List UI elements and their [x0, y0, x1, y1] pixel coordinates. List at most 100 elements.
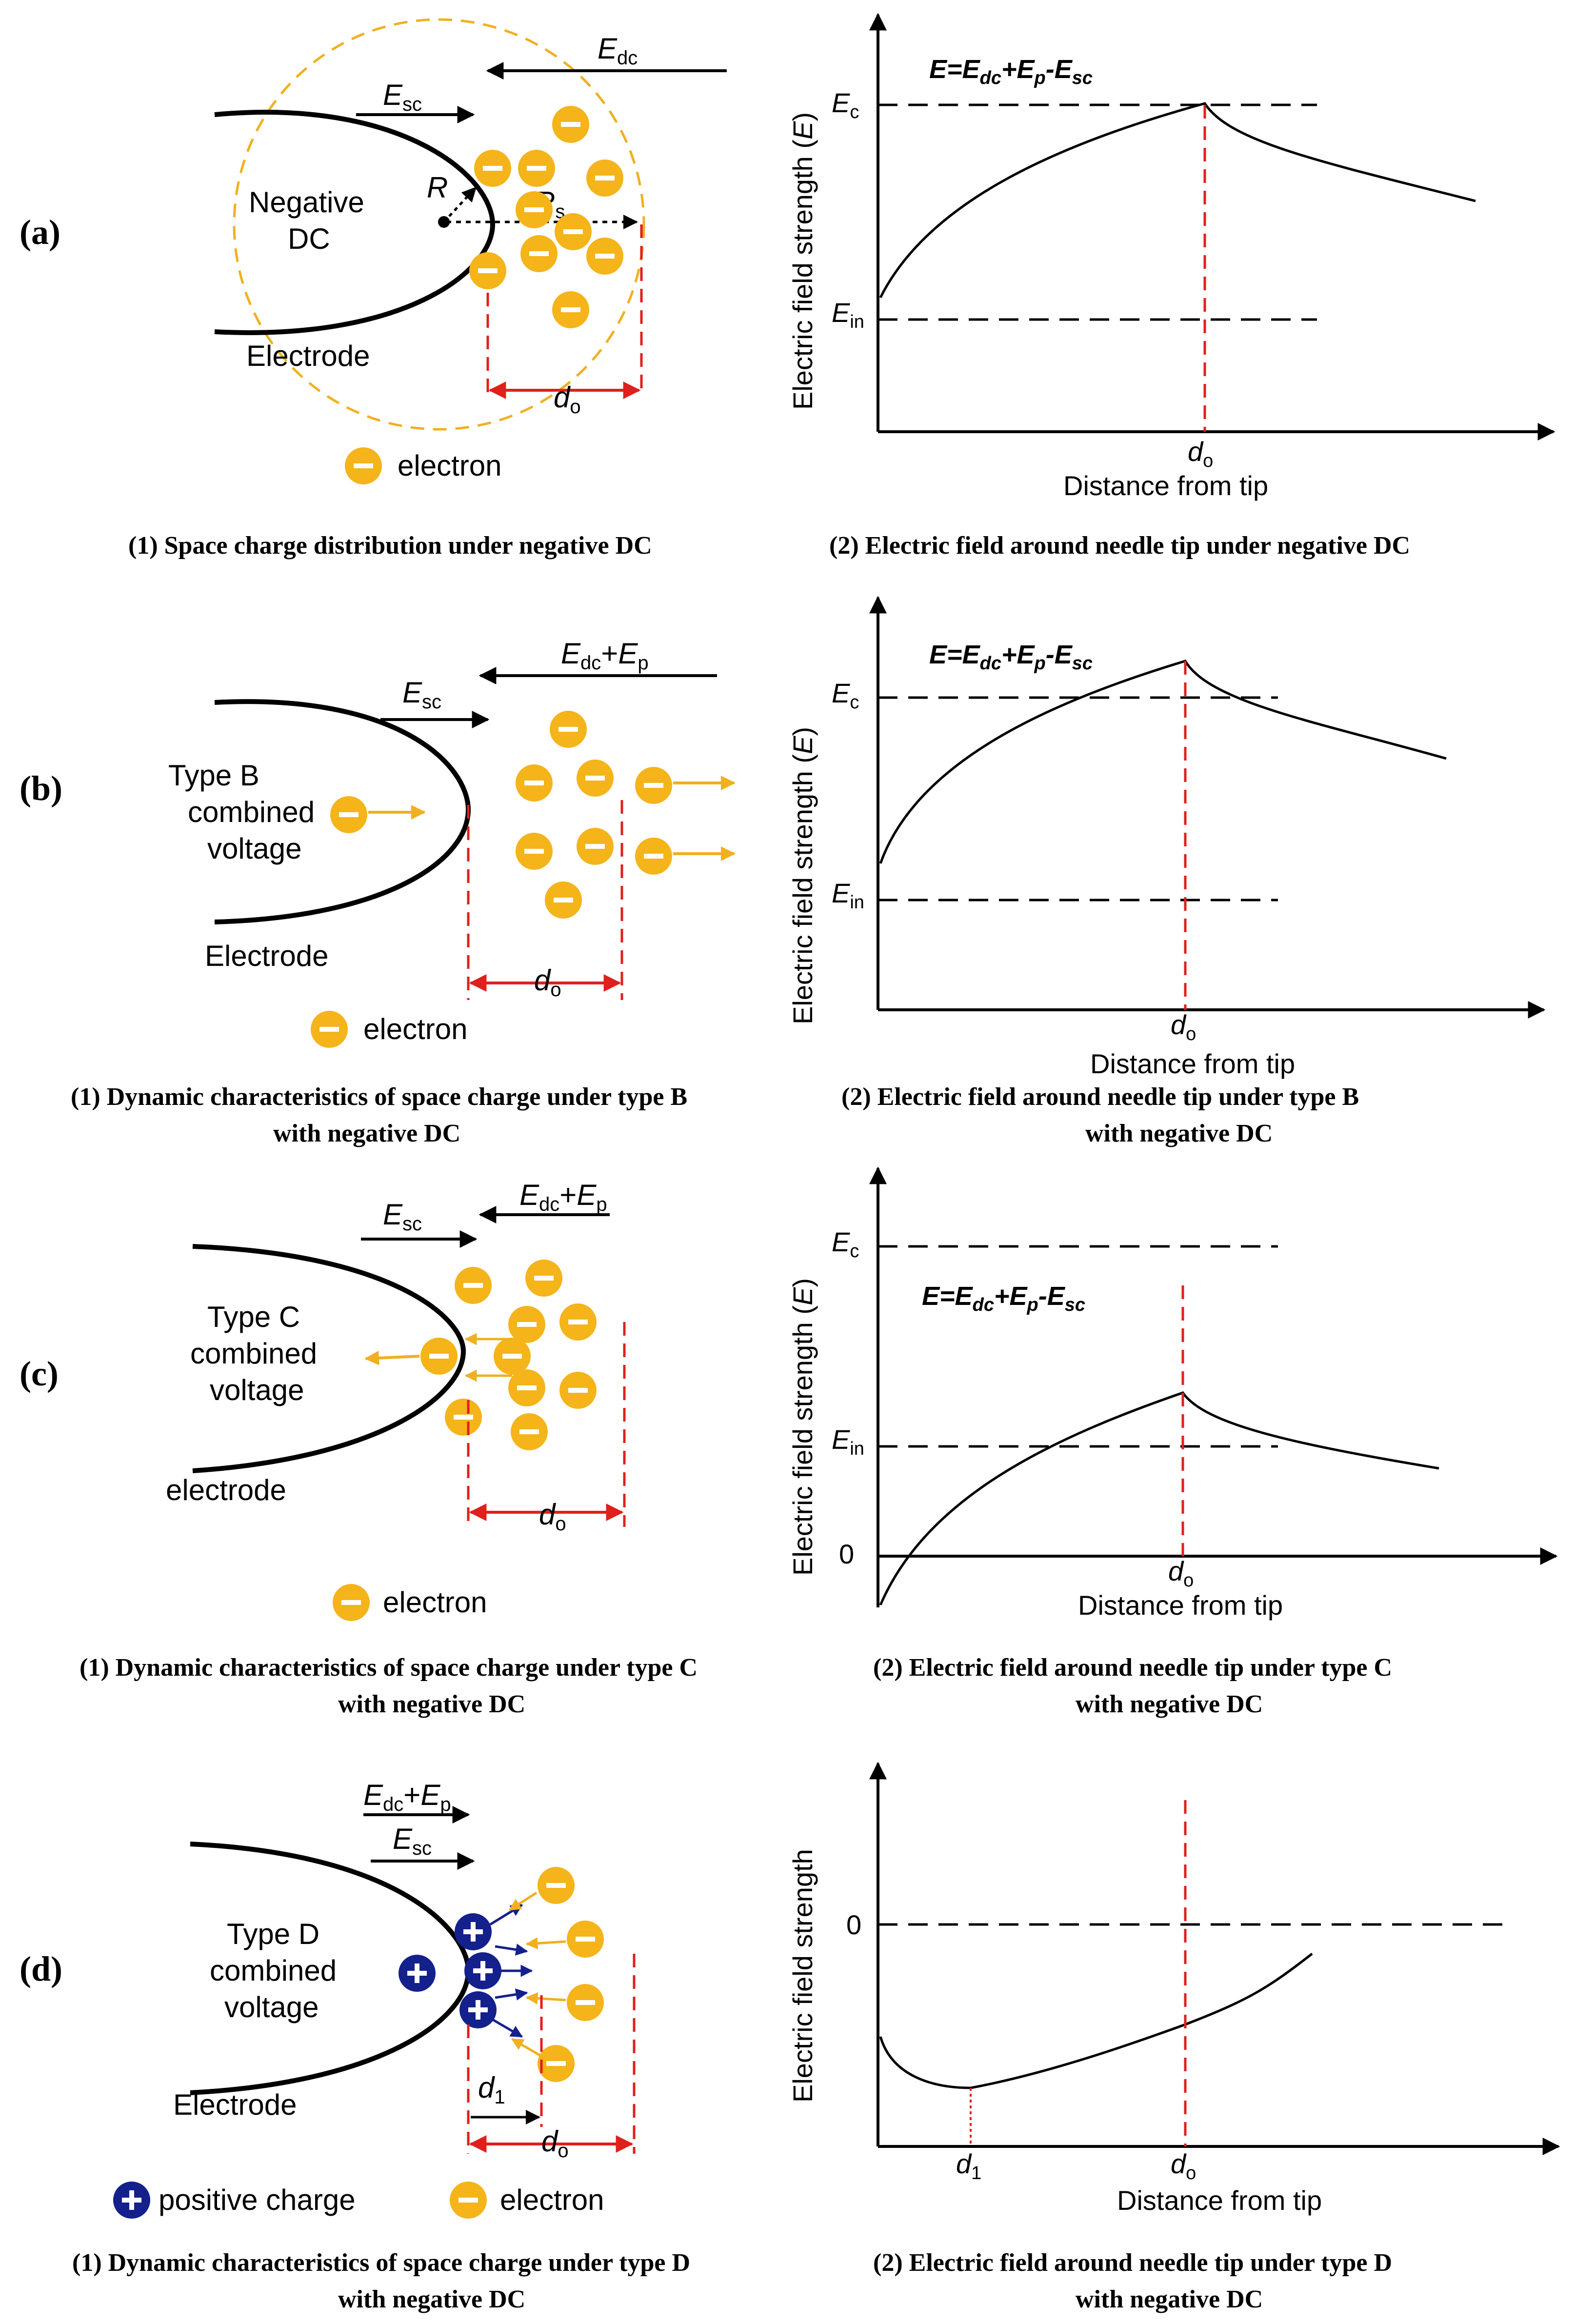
- electrode-label-line1: Type D: [227, 1918, 319, 1950]
- motion-arrow: [511, 2038, 542, 2058]
- y-axis-label: Electric field strength (E): [787, 112, 818, 410]
- caption-left-line2: with negative DC: [338, 2285, 525, 2313]
- legend-electron-icon: [450, 2182, 487, 2219]
- electrode-name: Electrode: [205, 940, 328, 972]
- zero-label: 0: [846, 1909, 861, 1940]
- caption-right-line2: with negative DC: [1085, 1120, 1273, 1147]
- edc-ep-label: Edc+Ep: [519, 1179, 607, 1215]
- electron-icon: [538, 2045, 575, 2082]
- d1-label: d1: [478, 2071, 505, 2108]
- electron-icon: [516, 833, 553, 870]
- x-axis-label: Distance from tip: [1090, 1048, 1295, 1079]
- positive-motion-arrow: [489, 1903, 523, 1926]
- ein-label: Ein: [832, 297, 864, 332]
- electrode-label-line1: Negative: [249, 186, 364, 219]
- caption-left-line1: (1) Dynamic characteristics of space cha…: [80, 1654, 698, 1682]
- electrode-label-line2: DC: [288, 222, 330, 255]
- legend-positive-icon: [113, 2182, 150, 2219]
- y-axis-label: Electric field strength (E): [787, 1278, 818, 1576]
- edc-ep-label: Edc+Ep: [561, 637, 649, 674]
- field-curve: [879, 660, 1447, 864]
- positive-motion-arrow: [495, 1988, 528, 2001]
- electron-icon: [494, 1338, 531, 1375]
- electron-icon: [538, 1867, 575, 1904]
- electron-icon: [586, 238, 623, 275]
- electron-icon: [545, 882, 582, 919]
- panel-b: (b) Type B combined voltage Electrode Ed…: [20, 596, 1546, 1147]
- legend-text-positive: positive charge: [159, 2184, 356, 2216]
- electron-icon: [559, 1372, 597, 1409]
- panel-label: (a): [20, 213, 60, 252]
- electron-cluster: [538, 1867, 604, 2082]
- panel-a: (a) Negative DC Electrode Edc Esc R Rs: [20, 13, 1555, 560]
- electrode-name: Electrode: [246, 340, 370, 372]
- edc-ep-label: Edc+Ep: [363, 1779, 451, 1815]
- legend-text: electron: [398, 449, 501, 482]
- zero-label: 0: [839, 1539, 854, 1569]
- electrode-label-line3: voltage: [210, 1374, 304, 1406]
- legend-electron-icon: [311, 1011, 348, 1048]
- legend-text: electron: [383, 1586, 487, 1619]
- positive-motion-arrow: [492, 2018, 523, 2038]
- electron-icon: [555, 213, 592, 250]
- electron-icon: [508, 1306, 545, 1343]
- motion-arrow: [525, 1937, 566, 1950]
- esc-label: Esc: [383, 79, 422, 115]
- ec-label: Ec: [832, 678, 859, 713]
- x-axis-label: Distance from tip: [1063, 470, 1268, 501]
- electrode-label-line3: voltage: [224, 1991, 319, 2023]
- esc-label: Esc: [402, 676, 441, 713]
- positive-charge-icon: [399, 1955, 436, 1992]
- motion-arrow: [364, 1350, 420, 1365]
- electron-icon: [445, 1399, 482, 1436]
- electron-icon: [516, 191, 553, 228]
- electron-cluster: [330, 711, 672, 919]
- caption-right-line2: with negative DC: [1076, 1690, 1263, 1718]
- x-tick-do: do: [1171, 2148, 1196, 2184]
- x-tick-do: do: [1188, 436, 1213, 471]
- do-label: do: [539, 1498, 566, 1535]
- do-label: do: [541, 2125, 569, 2162]
- electrode-label-line2: combined: [188, 796, 315, 828]
- caption-left: (1) Space charge distribution under nega…: [128, 532, 652, 560]
- ein-label: Ein: [832, 1424, 864, 1459]
- chart-b: Electric field strength (E) Distance fro…: [787, 596, 1546, 1079]
- electron-icon: [520, 235, 558, 272]
- electron-icon: [420, 1338, 458, 1375]
- electron-icon: [586, 160, 623, 197]
- electron-icon: [518, 150, 555, 187]
- field-curve: [879, 1953, 1313, 2089]
- ein-label: Ein: [832, 878, 864, 913]
- caption-right-line1: (2) Electric field around needle tip und…: [873, 2249, 1392, 2277]
- electron-icon: [567, 1921, 604, 1958]
- edc-label: Edc: [598, 32, 638, 69]
- ec-label: Ec: [832, 87, 859, 122]
- panel-c: (c) Type C combined voltage electrode Ed…: [20, 1166, 1558, 1718]
- electron-icon: [577, 828, 614, 865]
- chart-c: Electric field strength (E) Distance fro…: [787, 1166, 1558, 1621]
- x-axis-label: Distance from tip: [1078, 1590, 1283, 1621]
- positive-charge-cluster: [399, 1913, 501, 2028]
- x-tick-do: do: [1168, 1556, 1194, 1591]
- panel-d: (d) Type D combined voltage Electrode Ed…: [20, 1762, 1560, 2313]
- legend-text: electron: [363, 1013, 467, 1045]
- positive-charge-icon: [455, 1913, 492, 1950]
- positive-motion-arrow: [495, 1943, 528, 1956]
- electron-icon: [474, 150, 511, 187]
- electron-icon: [511, 1413, 548, 1450]
- panel-label: (c): [20, 1354, 59, 1393]
- y-axis-label: Electric field strength: [787, 1849, 818, 2103]
- electron-icon: [525, 1260, 562, 1297]
- r-label: R: [427, 171, 448, 204]
- electron-icon: [552, 291, 589, 328]
- field-curve: [879, 1391, 1439, 1605]
- caption-right-line2: with negative DC: [1076, 2285, 1263, 2313]
- electron-icon: [635, 767, 672, 804]
- caption-right: (2) Electric field around needle tip und…: [829, 532, 1410, 560]
- x-axis-label: Distance from tip: [1117, 2185, 1322, 2216]
- space-charge-sphere: [233, 18, 645, 431]
- panel-label: (d): [20, 1949, 62, 1988]
- electrode-label-line3: voltage: [207, 832, 301, 865]
- esc-label: Esc: [393, 1823, 432, 1859]
- caption-right-line1: (2) Electric field around needle tip und…: [841, 1083, 1359, 1111]
